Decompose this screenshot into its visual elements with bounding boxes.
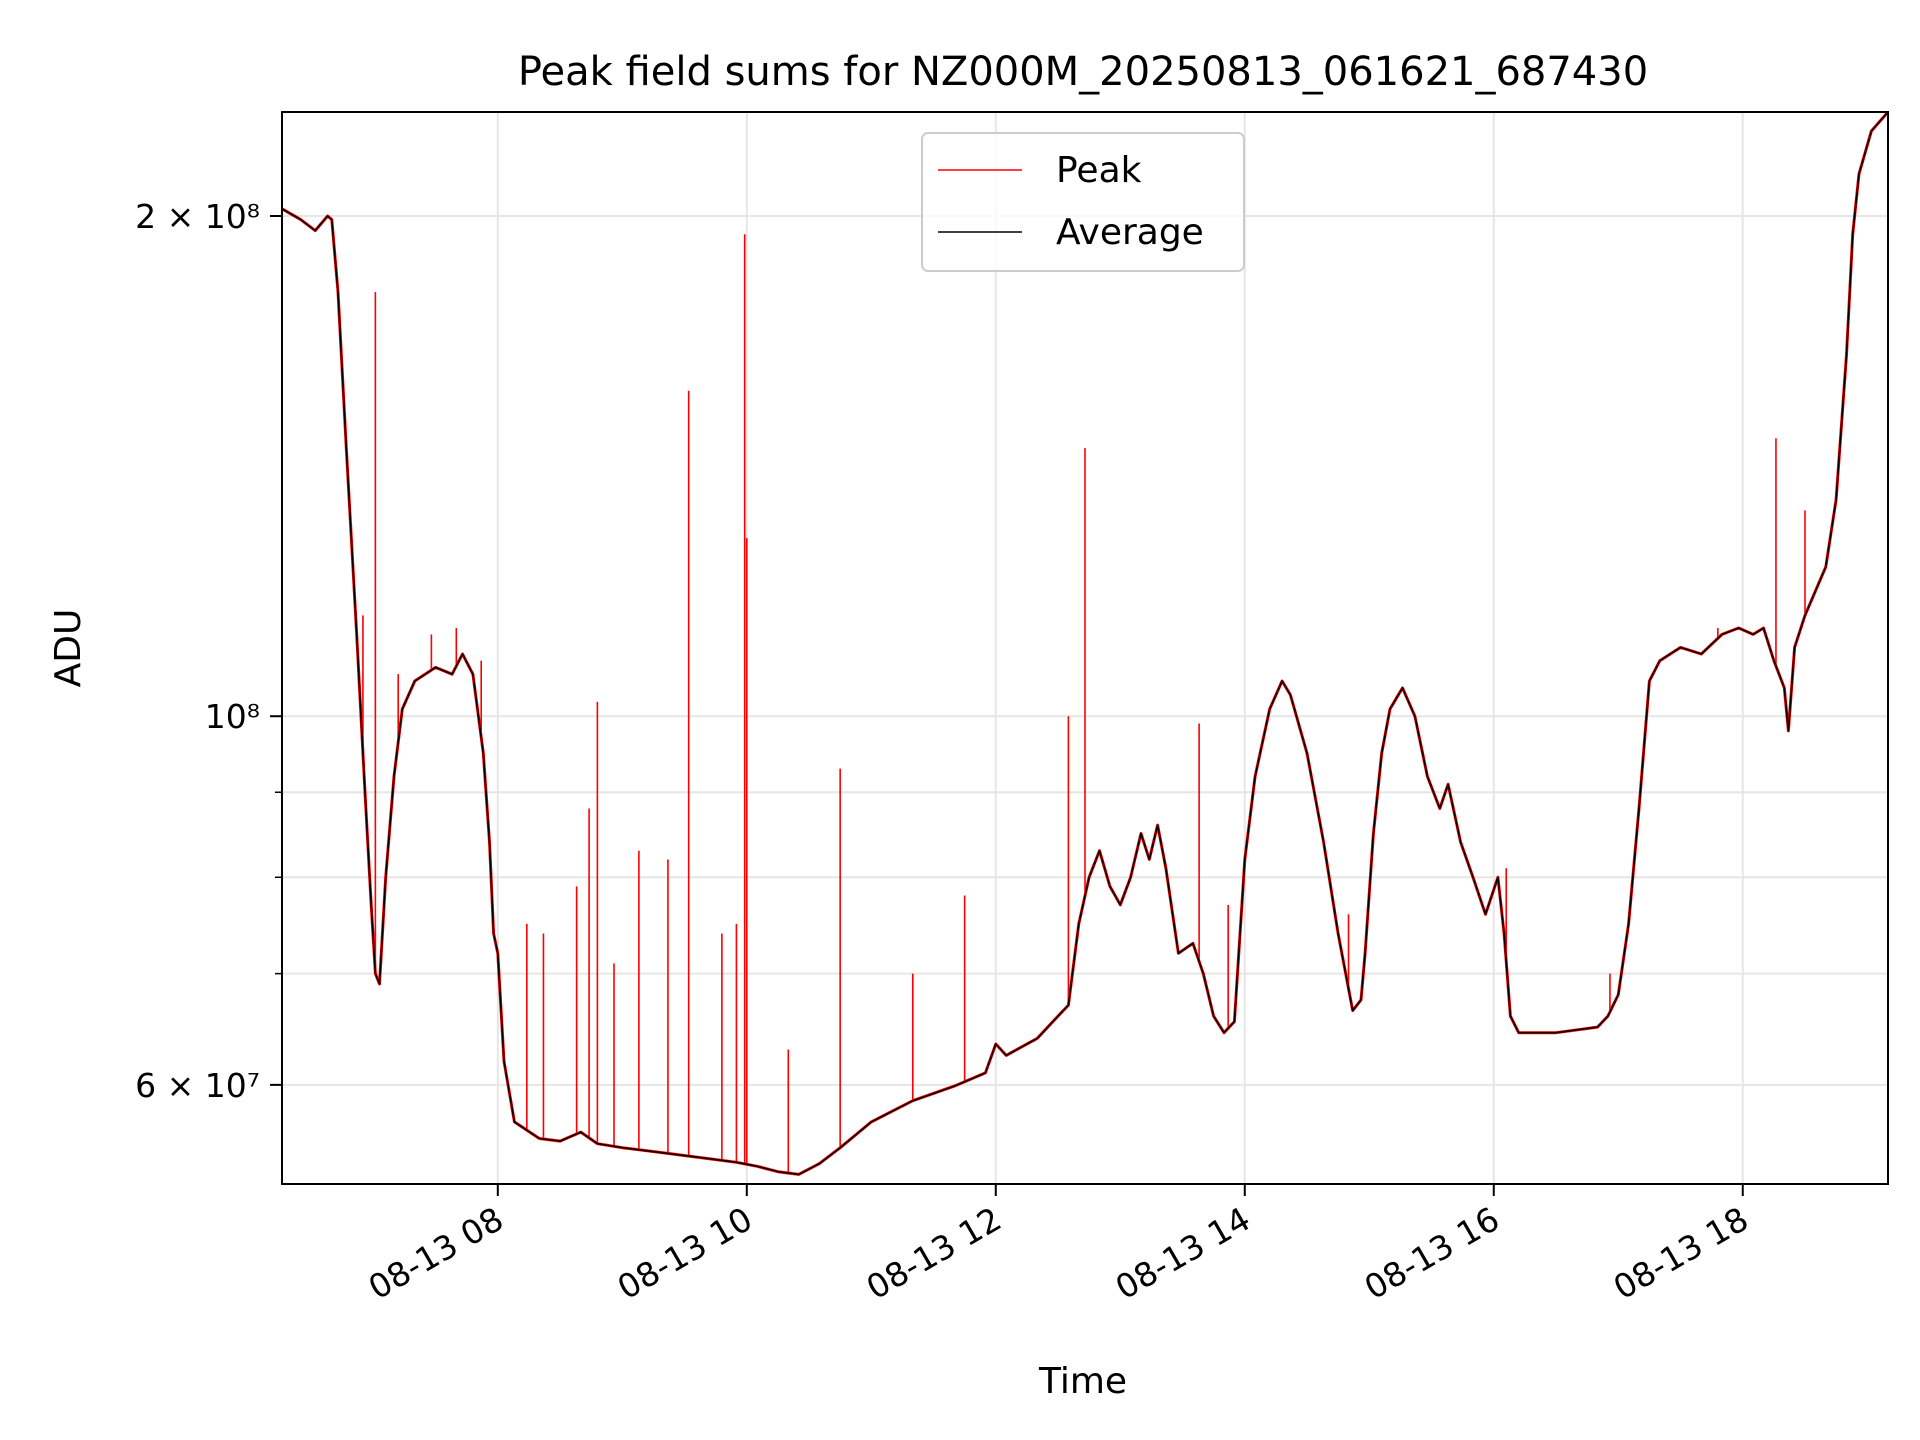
legend: Peak Average [921, 132, 1245, 272]
y-tick-label: 10⁸ [205, 697, 260, 736]
average-series-line [281, 111, 1889, 1176]
legend-peak-label: Peak [1056, 150, 1142, 191]
y-axis-label: ADU [48, 609, 89, 688]
y-tick-label: 2 × 10⁸ [135, 197, 260, 236]
y-tick-label: 6 × 10⁷ [135, 1066, 260, 1105]
y-axis: 6 × 10⁷ 10⁸ 2 × 10⁸ [135, 197, 282, 1105]
legend-box [921, 132, 1245, 272]
plot-area [281, 111, 1890, 1185]
plot-frame [281, 111, 1889, 1185]
x-axis-label: Time [1038, 1361, 1127, 1402]
series-average [281, 111, 1889, 1176]
chart-title: Peak field sums for NZ000M_20250813_0616… [518, 49, 1648, 95]
legend-average-label: Average [1056, 212, 1204, 253]
